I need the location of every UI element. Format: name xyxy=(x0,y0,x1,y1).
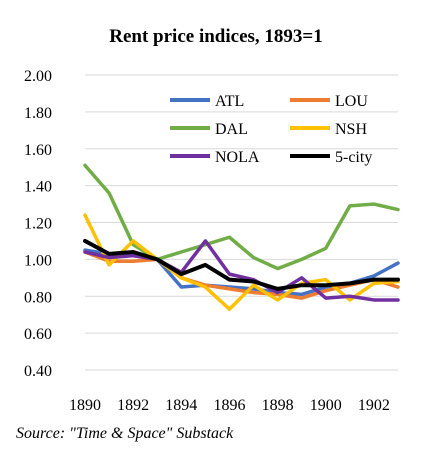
series-line-lou xyxy=(83,250,400,300)
series-line-5-city xyxy=(83,238,400,291)
y-axis-tick-labels: 0.40 0.60 0.80 1.00 1.20 1.40 1.60 1.80 2.00 xyxy=(24,68,52,380)
y-tick-label: 2.00 xyxy=(24,68,52,85)
series-line-nola xyxy=(83,239,400,302)
source-note: Source: "Time & Space" Substack xyxy=(16,425,234,442)
x-tick-label: 1896 xyxy=(213,397,245,414)
y-tick-label: 1.40 xyxy=(24,179,52,196)
y-tick-label: 1.60 xyxy=(24,142,52,159)
legend-label: NOLA xyxy=(215,149,260,166)
x-tick-label: 1894 xyxy=(165,397,197,414)
legend-label: NSH xyxy=(335,121,367,138)
x-tick-label: 1902 xyxy=(358,397,390,414)
legend-label: LOU xyxy=(335,93,368,110)
legend-label: 5-city xyxy=(335,149,372,166)
x-tick-label: 1892 xyxy=(117,397,149,414)
legend-label: DAL xyxy=(215,121,248,138)
chart-title: Rent price indices, 1893=1 xyxy=(109,26,322,47)
series-line-dal xyxy=(83,163,400,271)
x-tick-label: 1900 xyxy=(310,397,342,414)
legend: ATL LOU DAL NSH NOLA 5-city xyxy=(170,93,372,166)
y-tick-label: 0.80 xyxy=(24,289,52,306)
y-tick-label: 0.40 xyxy=(24,363,52,380)
x-axis-tick-labels: 1890 1892 1894 1896 1898 1900 1902 xyxy=(69,397,390,414)
y-tick-label: 1.00 xyxy=(24,252,52,269)
legend-label: ATL xyxy=(215,93,244,110)
y-tick-label: 0.60 xyxy=(24,326,52,343)
gridlines xyxy=(85,74,398,371)
y-tick-label: 1.80 xyxy=(24,105,52,122)
x-tick-label: 1898 xyxy=(262,397,294,414)
x-tick-label: 1890 xyxy=(69,397,101,414)
series-lines xyxy=(83,163,400,311)
y-tick-label: 1.20 xyxy=(24,216,52,233)
